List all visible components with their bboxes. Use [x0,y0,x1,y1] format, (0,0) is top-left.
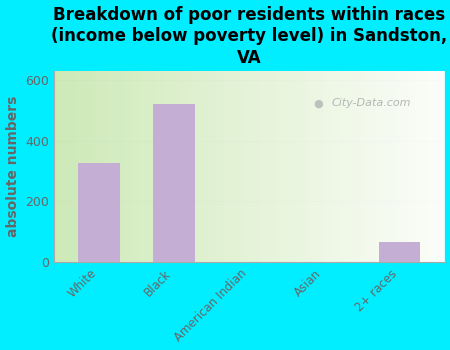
Bar [153,104,195,262]
Title: Breakdown of poor residents within races
(income below poverty level) in Sandsto: Breakdown of poor residents within races… [51,6,447,66]
Bar [78,163,120,262]
Text: City-Data.com: City-Data.com [331,98,411,108]
Bar [379,243,420,262]
Y-axis label: absolute numbers: absolute numbers [5,96,19,237]
Text: ●: ● [314,98,324,108]
